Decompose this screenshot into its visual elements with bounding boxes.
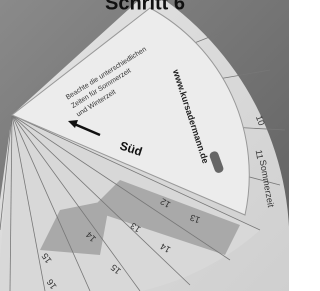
- photo: Schritt 6 Beachte die unterschiedlichen …: [0, 0, 289, 291]
- dial-label: 11: [254, 149, 265, 160]
- title: Schritt 6: [105, 0, 185, 14]
